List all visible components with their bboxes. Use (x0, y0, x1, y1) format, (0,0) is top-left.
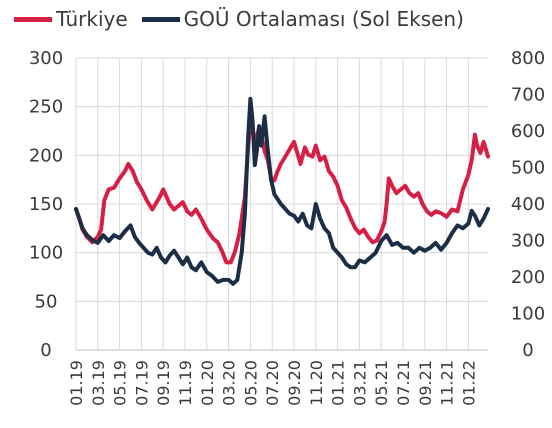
x-axis-tick-label: 05.21 (372, 360, 391, 406)
x-axis-tick-label: 01.22 (459, 360, 478, 406)
left-axis-tick-label: 200 (29, 145, 63, 166)
legend-swatch-turkiye (14, 16, 52, 22)
left-axis-tick-label: 300 (29, 48, 63, 69)
x-axis-tick-label: 05.19 (111, 360, 130, 406)
legend-label-eme: GOÜ Ortalaması (Sol Eksen) (183, 7, 464, 31)
legend-swatch-eme (141, 16, 180, 22)
right-axis-tick-label: 700 (511, 85, 545, 106)
right-axis-tick-label: 300 (511, 231, 545, 252)
x-axis-tick-label: 11.20 (307, 360, 326, 406)
left-axis-tick-label: 0 (40, 340, 51, 361)
right-axis-tick-label: 200 (511, 267, 545, 288)
x-axis-tick-label: 11.19 (176, 360, 195, 406)
x-axis-tick-label: 07.20 (263, 360, 282, 406)
right-axis-tick-label: 400 (511, 194, 545, 215)
right-axis-tick-label: 500 (511, 158, 545, 179)
x-axis-tick-label: 05.20 (241, 360, 260, 406)
x-axis-tick-label: 01.20 (198, 360, 217, 406)
legend-item-turkiye: Türkiye (14, 7, 128, 31)
left-axis-tick-label: 250 (29, 97, 63, 118)
left-axis-tick-label: 150 (29, 194, 63, 215)
right-axis-tick-label: 100 (511, 304, 545, 325)
x-axis-tick-label: 01.21 (329, 360, 348, 406)
right-axis-tick-label: 800 (511, 48, 545, 69)
x-axis-tick-label: 01.19 (67, 360, 86, 406)
legend-label-turkiye: Türkiye (56, 7, 128, 31)
left-axis-tick-label: 50 (35, 291, 58, 312)
x-axis-tick-label: 09.21 (416, 360, 435, 406)
chart-legend: Türkiye GOÜ Ortalaması (Sol Eksen) (14, 4, 478, 34)
x-axis-tick-label: 11.21 (438, 360, 457, 406)
left-axis-tick-label: 100 (29, 243, 63, 264)
series-line-eme-average (74, 96, 490, 286)
x-axis-tick-label: 07.21 (394, 360, 413, 406)
x-axis-tick-label: 03.21 (350, 360, 369, 406)
x-axis-tick-label: 03.20 (220, 360, 239, 406)
right-axis-tick-label: 0 (522, 340, 533, 361)
x-axis-tick-label: 03.19 (89, 360, 108, 406)
legend-item-eme: GOÜ Ortalaması (Sol Eksen) (141, 7, 464, 31)
x-axis-tick-label: 09.20 (285, 360, 304, 406)
x-axis-tick-label: 07.19 (132, 360, 151, 406)
right-axis-tick-label: 600 (511, 121, 545, 142)
series-line-turkiye (74, 121, 490, 265)
x-axis-tick-label: 09.19 (154, 360, 173, 406)
